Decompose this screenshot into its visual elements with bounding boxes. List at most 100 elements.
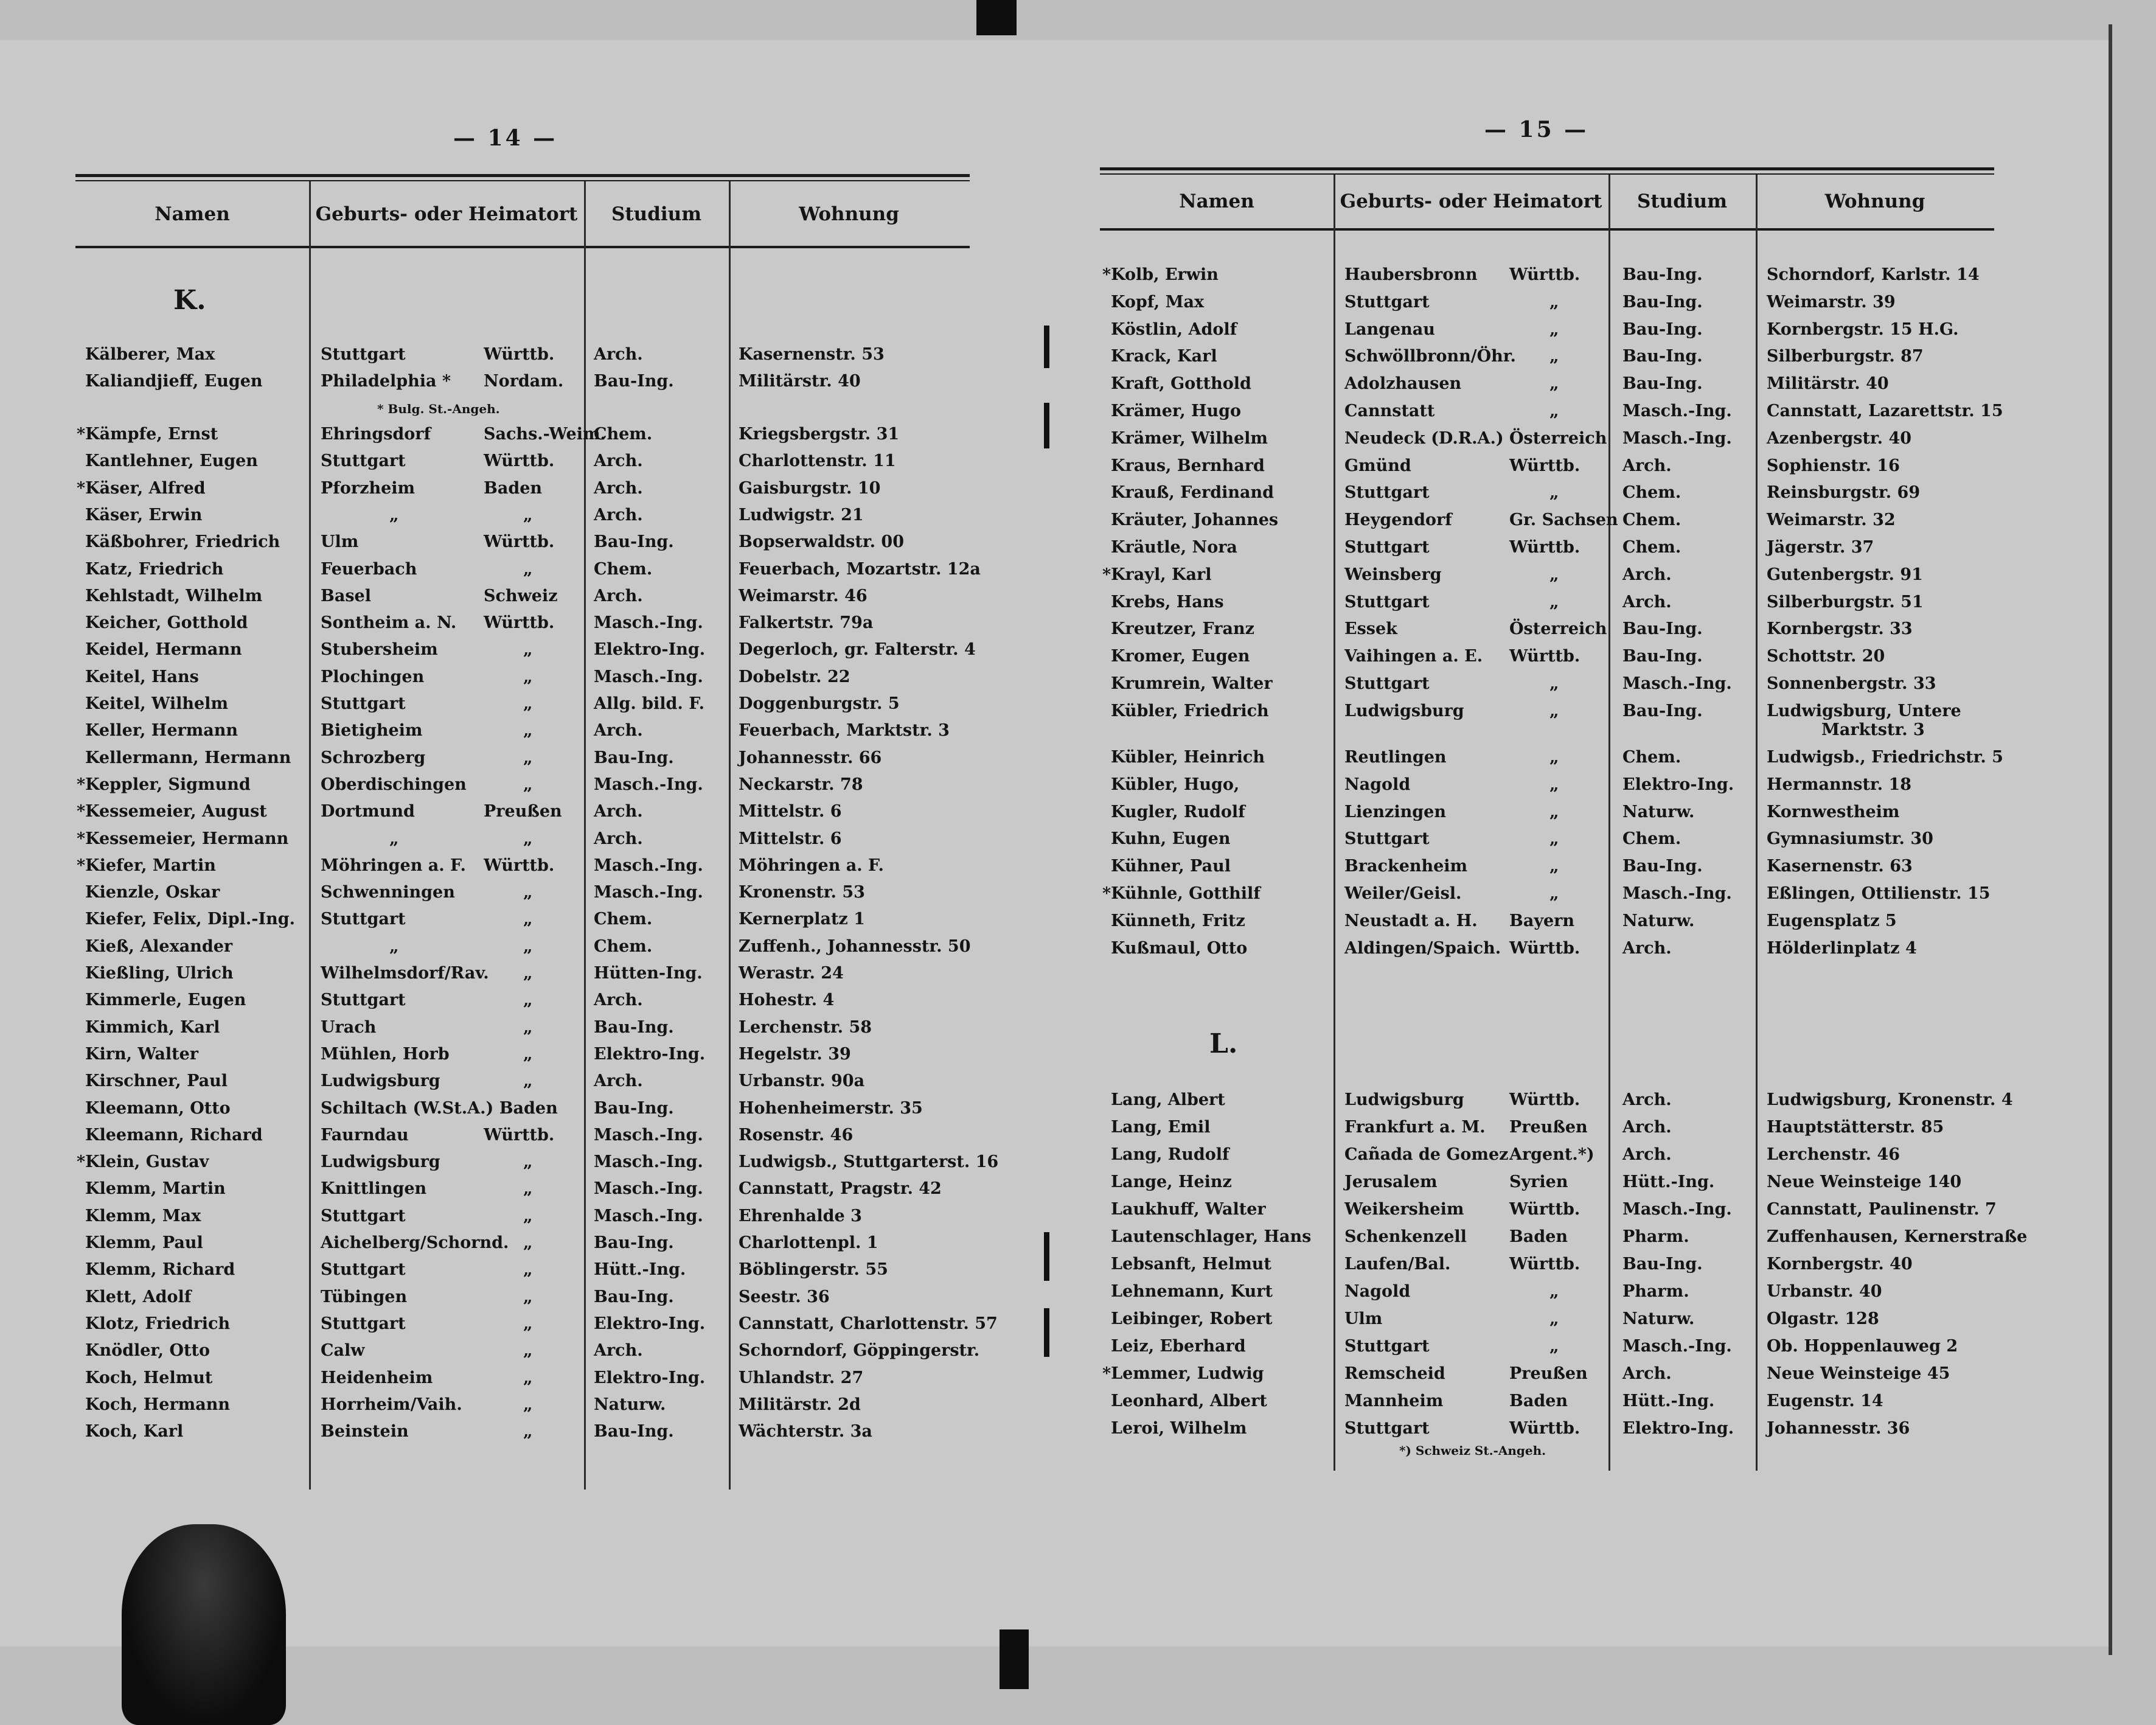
entry-origin-state: „ (523, 1017, 533, 1037)
entry-origin-town: Tübingen (321, 1287, 408, 1306)
entry-origin-town: Stuttgart (1344, 1337, 1430, 1356)
entry-name: Keicher, Gotthold (85, 613, 248, 633)
entry-residence: Zuffenhausen, Kernerstraße (1767, 1227, 2028, 1246)
entry-name: Kuhn, Eugen (1111, 829, 1231, 849)
entry-study: Naturw. (1622, 1309, 1695, 1328)
entry-origin-town: Mühlen, Horb (321, 1044, 450, 1064)
entry-origin-town: Stubersheim (321, 640, 438, 660)
entry-origin-state: „ (523, 1179, 533, 1199)
entry-name: Kießling, Ulrich (85, 964, 234, 983)
entry-residence: Neue Weinsteige 140 (1767, 1173, 1962, 1191)
entry-origin-state: „ (523, 1072, 533, 1091)
header-residence: Wohnung (799, 203, 899, 225)
header-names: Namen (1179, 190, 1254, 212)
entry-origin-town: Plochingen (321, 667, 425, 686)
entry-residence: Degerloch, gr. Falterstr. 4 (739, 640, 976, 660)
header-origin: Geburts- oder Heimatort (315, 203, 578, 225)
entry-origin-state: „ (523, 829, 533, 848)
entry-origin-state: „ (523, 1341, 533, 1361)
entry-origin-town: Ludwigsburg (321, 1072, 440, 1091)
entry-residence: Kornbergstr. 40 (1767, 1255, 1913, 1274)
entry-origin-town: Philadelphia * (321, 372, 451, 391)
entry-origin-state: „ (523, 883, 533, 902)
entry-origin-state: Württb. (484, 856, 555, 875)
entry-name: Krämer, Hugo (1111, 402, 1242, 420)
entry-origin-town: Calw (321, 1341, 365, 1361)
entry-origin-town: „ (389, 936, 399, 956)
entry-name: *Keppler, Sigmund (77, 775, 251, 794)
entry-origin-town: Lienzingen (1344, 802, 1446, 821)
entry-residence: Cannstatt, Paulinenstr. 7 (1767, 1200, 1997, 1219)
entry-origin-state: „ (523, 1422, 533, 1441)
entry-study: Arch. (1622, 938, 1672, 958)
entry-origin-state: „ (1549, 884, 1559, 903)
entry-origin-state: Baden (1509, 1227, 1568, 1246)
entry-residence: Mittelstr. 6 (739, 802, 842, 821)
entry-study: Arch. (594, 1072, 643, 1091)
entry-name: Kieß, Alexander (85, 936, 233, 956)
entry-origin-town: Cañada de Gomez (1344, 1145, 1509, 1164)
entry-origin-town: Stuttgart (321, 1314, 406, 1333)
entry-origin-state: „ (523, 559, 533, 579)
entry-residence: Hohenheimerstr. 35 (739, 1098, 923, 1118)
entry-origin-state: „ (1549, 565, 1559, 584)
entry-study: Masch.-Ing. (594, 1179, 703, 1199)
entry-origin-town: Ludwigsburg (321, 1152, 440, 1172)
entry-residence: Silberburgstr. 51 (1767, 592, 1924, 612)
entry-name: Kübler, Hugo, (1111, 775, 1240, 794)
entry-origin-town: Cannstatt (1344, 402, 1435, 420)
entry-origin-state: „ (523, 991, 533, 1010)
entry-origin-state: „ (523, 964, 533, 983)
entry-residence: Eugensplatz 5 (1767, 911, 1897, 930)
entry-origin-state: Nordam. (484, 372, 564, 391)
entry-study: Bau-Ing. (1622, 647, 1703, 666)
entry-origin-town: Dortmund (321, 802, 415, 821)
entry-name: Keitel, Wilhelm (85, 694, 229, 713)
entry-origin-state: Württb. (1509, 647, 1580, 666)
entry-study: Elektro-Ing. (594, 1368, 706, 1387)
entry-name: Kantlehner, Eugen (85, 451, 258, 471)
entry-study: Allg. bild. F. (594, 694, 705, 713)
entry-name: Kußmaul, Otto (1111, 938, 1248, 958)
entry-origin-state: „ (1549, 748, 1559, 767)
entry-origin-state: Württb. (1509, 538, 1580, 557)
entry-origin-town: Pforzheim (321, 478, 416, 498)
entry-residence: Jägerstr. 37 (1767, 538, 1874, 557)
entry-name: Krack, Karl (1111, 347, 1217, 366)
entry-residence: Bopserwaldstr. 00 (739, 532, 904, 552)
entry-origin-town: Horrheim/Vaih. (321, 1395, 462, 1414)
entry-name: *Klein, Gustav (77, 1152, 209, 1172)
entry-study: Naturw. (1622, 911, 1695, 930)
entry-name: Koch, Karl (85, 1422, 184, 1441)
entry-study: Chem. (1622, 538, 1681, 557)
entry-residence: Schorndorf, Karlstr. 14 (1767, 265, 1980, 284)
entry-name: Keidel, Hermann (85, 640, 242, 660)
entry-origin-state: „ (523, 1287, 533, 1306)
entry-residence: Silberburgstr. 87 (1767, 347, 1924, 366)
entry-origin-state: Preußen (1509, 1118, 1588, 1137)
entry-origin-state: „ (1549, 292, 1559, 312)
entry-name: *Kiefer, Martin (77, 856, 216, 875)
header-bottom-rule (75, 246, 970, 248)
entry-origin-town: Sontheim a. N. (321, 613, 457, 633)
entry-residence: Kornbergstr. 33 (1767, 619, 1913, 639)
entry-origin-state: „ (523, 1206, 533, 1225)
entry-residence: Rosenstr. 46 (739, 1125, 854, 1145)
entry-origin-state: Sachs.-Weim. (484, 425, 606, 444)
entry-name: Kälberer, Max (85, 345, 215, 364)
entry-residence-continued: Marktstr. 3 (1821, 720, 1925, 739)
entry-study: Bau-Ing. (1622, 619, 1703, 639)
entry-name: Kraft, Gotthold (1111, 374, 1251, 394)
entry-residence: Zuffenh., Johannesstr. 50 (739, 936, 971, 956)
entry-study: Pharm. (1622, 1227, 1689, 1246)
entry-residence: Seestr. 36 (739, 1287, 830, 1306)
entry-name: Lebsanft, Helmut (1111, 1255, 1271, 1274)
entry-origin-state: „ (523, 1152, 533, 1172)
entry-study: Masch.-Ing. (594, 667, 703, 686)
entry-name: Krumrein, Walter (1111, 674, 1273, 693)
entry-origin-state: „ (523, 667, 533, 686)
entry-origin-town: Ulm (321, 532, 359, 552)
entry-residence: Ludwigsburg, Kronenstr. 4 (1767, 1090, 2013, 1109)
entry-name: Keller, Hermann (85, 721, 238, 741)
entry-residence: Sonnenbergstr. 33 (1767, 674, 1936, 693)
